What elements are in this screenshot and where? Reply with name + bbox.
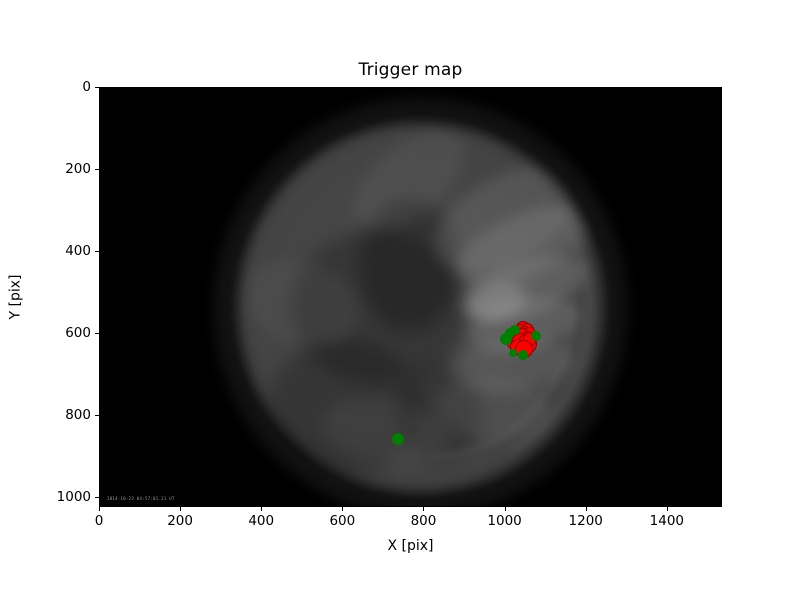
y-tick-label: 400: [65, 243, 91, 260]
y-tick: [95, 415, 99, 417]
x-tick-label: 600: [329, 513, 356, 529]
y-tick: [95, 87, 99, 88]
plot-axes[interactable]: 2014-10-23 04:57:01.21 UT: [99, 87, 722, 507]
y-tick: [95, 169, 99, 171]
y-tick-label: 1000: [56, 489, 91, 506]
y-axis-label: Y [pix]: [0, 87, 30, 507]
x-tick: [261, 507, 263, 511]
x-tick-label: 1000: [487, 513, 522, 529]
y-tick-label: 600: [65, 325, 91, 342]
y-tick: [95, 333, 99, 335]
y-tick-label: 0: [82, 79, 91, 95]
sky-disk-rim: [230, 115, 611, 501]
y-tick-label: 800: [65, 407, 91, 424]
page-title: Trigger map: [358, 60, 463, 80]
x-tick-label: 200: [167, 513, 193, 529]
x-tick: [666, 507, 668, 511]
x-tick-label: 400: [248, 513, 275, 529]
x-tick: [423, 507, 425, 511]
x-tick-label: 800: [410, 513, 437, 529]
y-tick: [95, 497, 99, 499]
camera-timestamp-watermark: 2014-10-23 04:57:01.21 UT: [106, 496, 176, 502]
x-axis-label: X [pix]: [387, 538, 434, 554]
x-tick: [585, 507, 587, 511]
x-tick: [342, 507, 344, 511]
x-tick: [99, 507, 100, 511]
x-tick-label: 0: [94, 513, 104, 529]
y-axis-label-text: Y [pix]: [7, 274, 23, 320]
x-tick: [180, 507, 182, 511]
y-tick: [95, 251, 99, 253]
sky-disk-edge: [228, 113, 612, 502]
x-tick: [504, 507, 506, 511]
allsky-image: 2014-10-23 04:57:01.21 UT: [100, 88, 721, 506]
x-tick-label: 1200: [568, 513, 603, 529]
y-tick-label: 200: [65, 161, 91, 178]
x-tick-label: 1400: [649, 513, 685, 529]
